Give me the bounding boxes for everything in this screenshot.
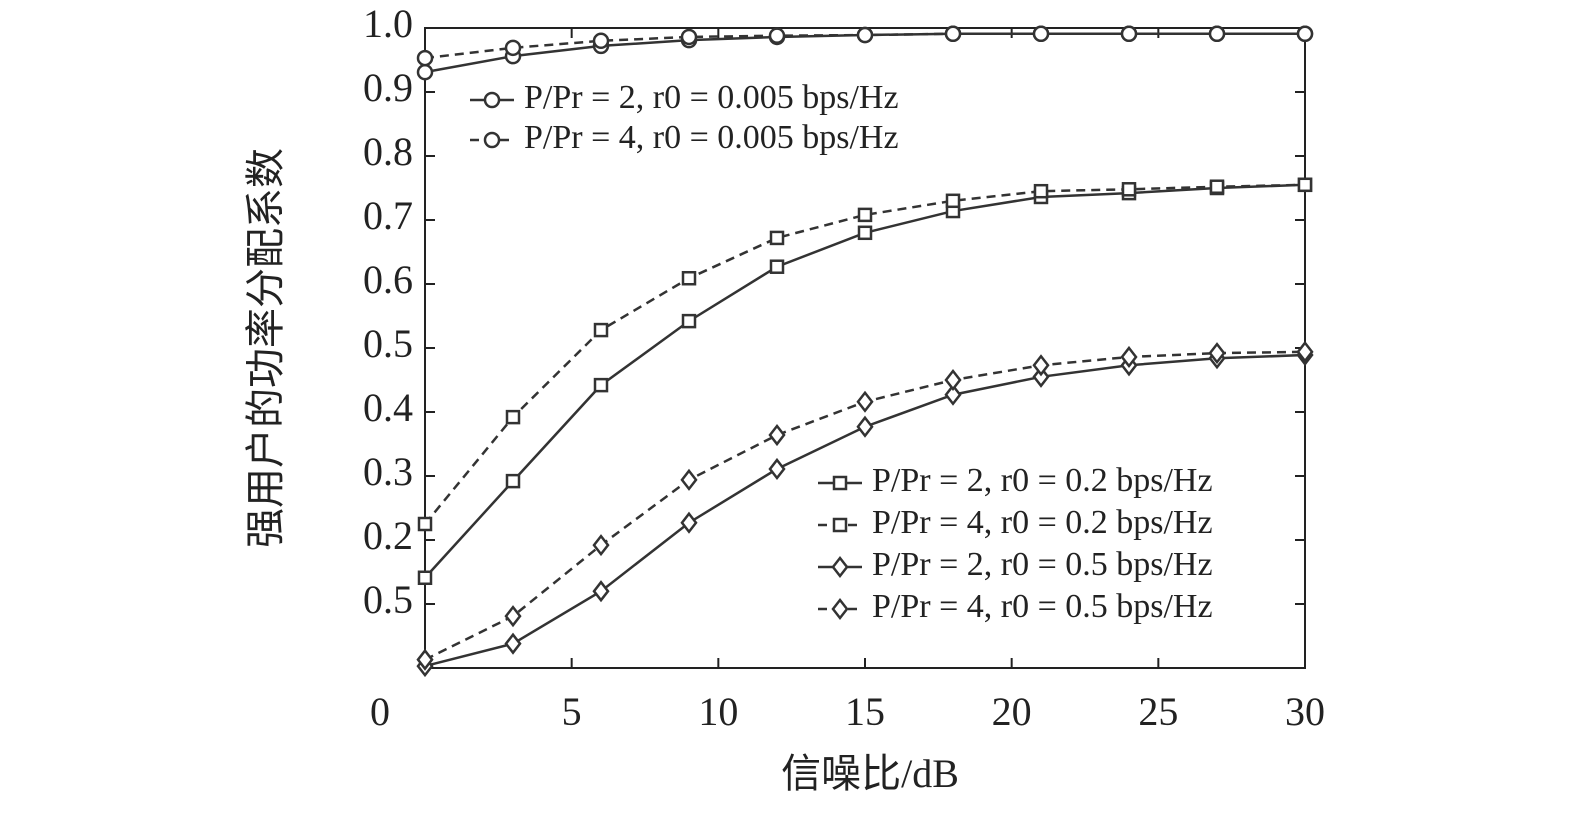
x-axis-label: 信噪比/dB — [781, 751, 959, 796]
y-tick-label: 0.8 — [363, 129, 413, 174]
x-tick-label: 20 — [992, 689, 1032, 734]
point — [680, 28, 698, 46]
point — [1032, 354, 1050, 377]
point — [944, 368, 962, 392]
point — [1296, 25, 1314, 43]
point — [1120, 25, 1138, 43]
y-tick-label: 1.0 — [363, 1, 413, 46]
legend-marker — [483, 91, 501, 109]
point — [857, 207, 873, 223]
point — [504, 632, 522, 655]
point — [1033, 183, 1049, 199]
point — [945, 193, 961, 209]
point — [1121, 182, 1137, 197]
point — [768, 424, 786, 447]
point — [1208, 25, 1226, 43]
x-tick-label: 5 — [562, 689, 582, 734]
point — [857, 225, 873, 241]
legend-label: P/Pr = 2, r0 = 0.5 bps/Hz — [872, 546, 1213, 583]
point — [856, 390, 874, 413]
point — [593, 377, 609, 393]
point — [944, 25, 962, 43]
y-tick-label: 0.6 — [363, 257, 413, 302]
point — [417, 570, 433, 586]
y-axis-label: 强用户的功率分配系数 — [243, 148, 288, 548]
x-tick-label: 30 — [1285, 689, 1325, 734]
point — [768, 457, 786, 480]
legend-marker — [831, 555, 849, 579]
point — [1297, 177, 1313, 193]
x-tick-label: 25 — [1138, 689, 1178, 734]
y-tick-label: 0.9 — [363, 65, 413, 110]
legend-marker — [831, 597, 849, 621]
point — [505, 409, 521, 425]
x-tick-label: 10 — [698, 689, 738, 734]
point — [681, 313, 697, 329]
series-line — [424, 183, 1306, 525]
point — [416, 648, 434, 671]
point — [769, 230, 785, 246]
point — [504, 605, 522, 628]
legend-label: P/Pr = 2, r0 = 0.2 bps/Hz — [872, 462, 1213, 499]
x-tick-label: 15 — [845, 689, 885, 734]
point — [1032, 25, 1050, 43]
point — [416, 49, 434, 67]
x-tick-label: 0 — [370, 689, 390, 734]
point — [1209, 179, 1225, 194]
legend-label: P/Pr = 4, r0 = 0.005 bps/Hz — [524, 119, 899, 156]
y-tick-label: 0.3 — [363, 449, 413, 494]
point — [769, 259, 785, 274]
point — [416, 63, 434, 81]
point — [1120, 345, 1138, 368]
legend-label: P/Pr = 2, r0 = 0.005 bps/Hz — [524, 79, 899, 116]
point — [593, 322, 609, 338]
point — [504, 39, 522, 57]
point — [505, 473, 521, 489]
legend-marker — [832, 475, 848, 491]
point — [856, 26, 874, 44]
legend-label: P/Pr = 4, r0 = 0.5 bps/Hz — [872, 588, 1213, 625]
point — [768, 27, 786, 44]
y-tick-label: 0.4 — [363, 385, 413, 430]
y-tick-label: 0.7 — [363, 193, 413, 238]
point — [856, 415, 874, 438]
point — [680, 511, 698, 534]
y-tick-label: 0.5 — [363, 321, 413, 366]
point — [1032, 365, 1050, 388]
legend-marker — [832, 517, 848, 533]
y-tick-label: 0.5 — [363, 577, 413, 622]
point — [944, 383, 962, 406]
point — [680, 468, 698, 491]
point — [592, 534, 610, 557]
point — [417, 516, 433, 532]
legend-marker — [483, 131, 501, 149]
point — [592, 580, 610, 603]
y-tick-label: 0.2 — [363, 513, 413, 558]
point — [1296, 340, 1314, 363]
point — [1208, 342, 1226, 365]
point — [592, 32, 610, 50]
point — [681, 270, 697, 286]
legend-label: P/Pr = 4, r0 = 0.2 bps/Hz — [872, 504, 1213, 541]
